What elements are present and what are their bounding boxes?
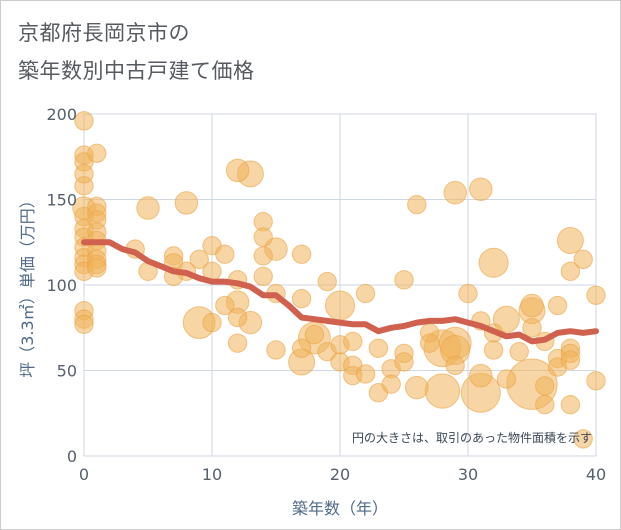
x-tick-label: 40 <box>586 465 606 484</box>
y-tick-label: 0 <box>67 447 77 466</box>
data-bubble <box>469 363 493 388</box>
data-bubble <box>509 341 529 362</box>
y-axis-title: 坪（3.3㎡）単価（万円） <box>18 192 37 377</box>
data-bubble <box>189 249 209 270</box>
data-bubble <box>405 375 429 400</box>
data-bubble <box>394 270 414 290</box>
data-bubble <box>74 314 94 335</box>
data-bubble <box>215 295 235 316</box>
x-tick-label: 0 <box>79 465 89 484</box>
data-bubble <box>556 227 584 255</box>
x-tick-label: 20 <box>330 465 350 484</box>
data-bubble <box>324 290 356 321</box>
chart-title: 京都府長岡京市の 築年数別中古戸建て価格 <box>18 14 255 90</box>
data-bubble <box>522 318 542 338</box>
data-bubble <box>253 227 273 247</box>
data-bubble <box>174 191 199 215</box>
y-tick-label: 50 <box>57 362 77 381</box>
x-tick-label: 30 <box>458 465 478 484</box>
data-bubble <box>547 295 568 316</box>
data-bubble <box>304 324 325 345</box>
data-bubble <box>424 373 461 409</box>
data-bubble <box>586 285 606 305</box>
data-bubble <box>419 333 440 353</box>
data-bubble <box>225 158 250 183</box>
title-line-1: 京都府長岡京市の <box>18 21 190 45</box>
data-bubble <box>266 340 286 360</box>
y-tick-label: 150 <box>46 191 77 210</box>
bubble-series <box>72 111 606 449</box>
data-bubble <box>227 307 248 328</box>
y-tick-label: 100 <box>46 276 77 295</box>
title-line-2: 築年数別中古戸建て価格 <box>18 59 255 83</box>
data-bubble <box>253 246 273 266</box>
data-bubble <box>202 312 222 333</box>
data-bubble <box>483 340 504 360</box>
data-bubble <box>74 176 94 196</box>
data-bubble <box>478 247 509 278</box>
data-bubble <box>227 333 248 353</box>
bubble-size-note: 円の大きさは、取引のあった物件面積を示す <box>352 430 592 445</box>
data-bubble <box>443 180 467 205</box>
data-bubble <box>560 395 581 415</box>
data-bubble <box>317 271 337 292</box>
data-bubble <box>136 196 160 220</box>
data-bubble <box>496 369 517 389</box>
data-bubble <box>87 143 107 164</box>
x-axis-title: 築年数（年） <box>292 499 388 518</box>
data-bubble <box>407 194 427 215</box>
axes: 0 10 20 30 40 0 50 100 150 200 <box>46 105 606 484</box>
x-tick-label: 10 <box>202 465 222 484</box>
data-bubble <box>535 376 555 396</box>
data-bubble <box>291 244 312 264</box>
data-bubble <box>458 283 478 304</box>
data-bubble <box>368 338 389 358</box>
data-bubble <box>74 111 94 131</box>
data-bubble <box>381 374 401 394</box>
data-bubble <box>291 338 312 358</box>
data-bubble <box>573 249 593 270</box>
data-bubble <box>87 258 107 278</box>
data-bubble <box>586 371 606 391</box>
data-bubble <box>573 429 593 449</box>
data-bubble <box>469 177 493 201</box>
data-bubble <box>560 350 581 370</box>
data-bubble <box>343 331 363 352</box>
data-bubble <box>291 288 312 309</box>
average-price-line <box>81 239 599 345</box>
data-bubble <box>215 244 235 264</box>
data-bubble <box>535 395 555 415</box>
data-bubble <box>560 261 581 282</box>
data-bubble <box>355 364 376 384</box>
data-bubble <box>445 355 465 376</box>
data-bubble <box>253 266 273 287</box>
data-bubble <box>394 352 414 372</box>
y-tick-label: 200 <box>46 105 77 124</box>
data-bubble <box>355 283 376 304</box>
data-bubble <box>520 293 544 318</box>
